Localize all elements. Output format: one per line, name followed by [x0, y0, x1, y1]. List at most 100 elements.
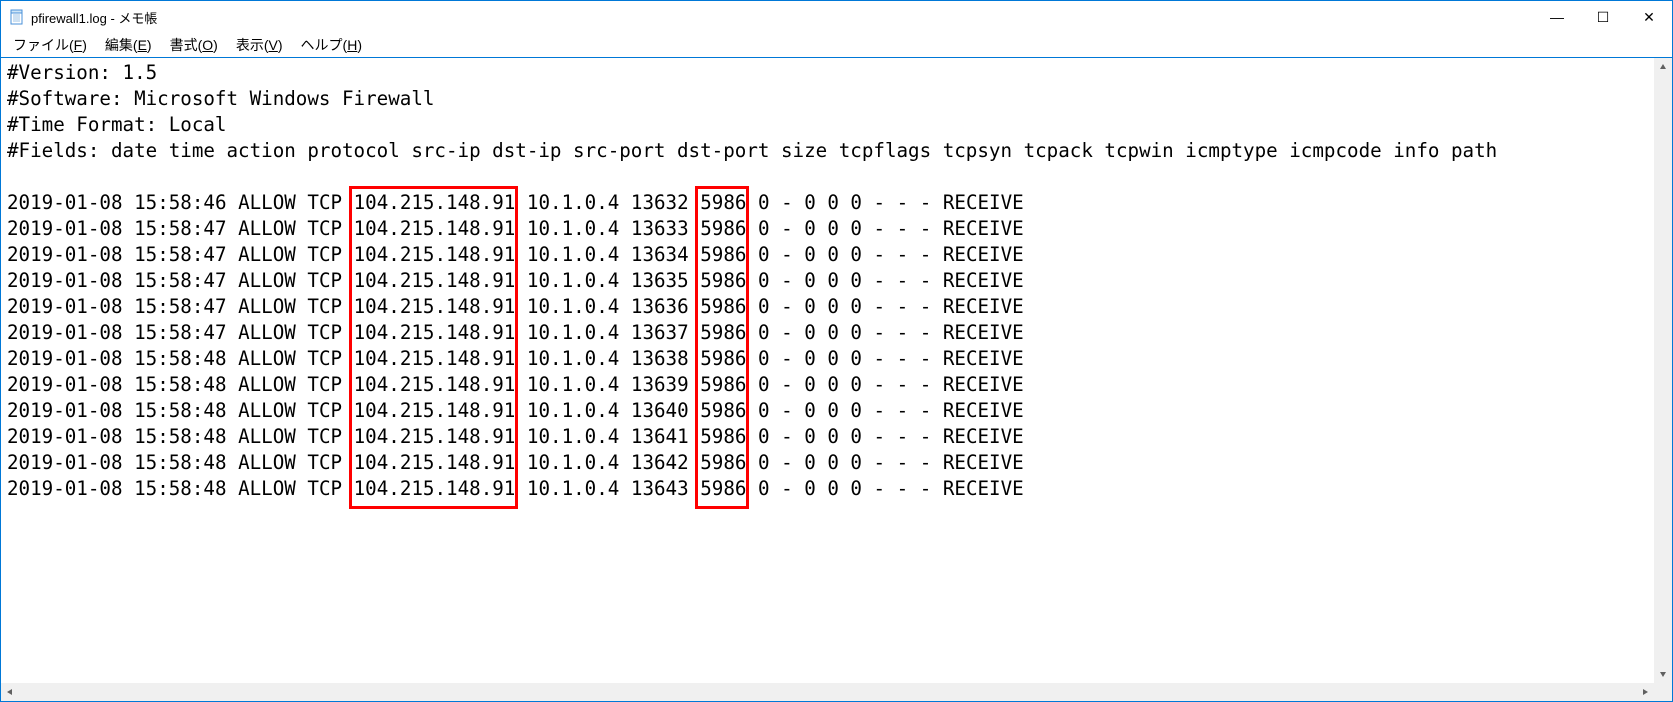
col-src-ip: 104.215.148.91	[354, 425, 516, 448]
col-src-port: 13636	[631, 295, 689, 318]
col-rest: 0 - 0 0 0 - - - RECEIVE	[758, 347, 1024, 370]
vertical-scroll-track[interactable]	[1654, 76, 1672, 665]
log-row: 2019-01-08 15:58:48 ALLOW TCP 104.215.14…	[7, 476, 1648, 502]
scrollbar-corner	[1654, 683, 1672, 701]
col-time: 15:58:47	[134, 321, 226, 344]
col-dst-port: 5986	[700, 217, 746, 240]
col-rest: 0 - 0 0 0 - - - RECEIVE	[758, 217, 1024, 240]
col-time: 15:58:48	[134, 477, 226, 500]
col-dst-ip: 10.1.0.4	[527, 373, 619, 396]
close-button[interactable]: ✕	[1626, 1, 1672, 33]
col-date: 2019-01-08	[7, 425, 123, 448]
col-time: 15:58:47	[134, 295, 226, 318]
menu-accel: F	[74, 37, 83, 53]
col-dst-port: 5986	[700, 399, 746, 422]
col-src-ip: 104.215.148.91	[354, 347, 516, 370]
col-src-ip: 104.215.148.91	[354, 243, 516, 266]
col-date: 2019-01-08	[7, 217, 123, 240]
minimize-button[interactable]: —	[1534, 1, 1580, 33]
col-dst-port: 5986	[700, 451, 746, 474]
text-editor[interactable]: #Version: 1.5#Software: Microsoft Window…	[1, 58, 1654, 683]
menu-label-pre: ファイル(	[13, 37, 74, 53]
vertical-scrollbar[interactable]	[1654, 58, 1672, 683]
log-row: 2019-01-08 15:58:47 ALLOW TCP 104.215.14…	[7, 268, 1648, 294]
log-row: 2019-01-08 15:58:47 ALLOW TCP 104.215.14…	[7, 294, 1648, 320]
col-src-port: 13641	[631, 425, 689, 448]
menu-accel: O	[202, 37, 213, 53]
col-time: 15:58:48	[134, 347, 226, 370]
menu-label-post: )	[147, 37, 152, 53]
header-line: #Version: 1.5	[7, 60, 1648, 86]
close-icon: ✕	[1643, 9, 1655, 26]
scroll-up-button[interactable]	[1654, 58, 1672, 76]
menu-item-3[interactable]: 表示(V)	[228, 33, 291, 57]
col-dst-port: 5986	[700, 295, 746, 318]
col-src-ip: 104.215.148.91	[354, 321, 516, 344]
col-time: 15:58:47	[134, 243, 226, 266]
col-rest: 0 - 0 0 0 - - - RECEIVE	[758, 399, 1024, 422]
titlebar[interactable]: pfirewall1.log - メモ帳 — ☐ ✕	[1, 1, 1672, 33]
horizontal-scroll-track[interactable]	[19, 683, 1636, 701]
col-dst-port: 5986	[700, 347, 746, 370]
col-dst-port: 5986	[700, 321, 746, 344]
minimize-icon: —	[1550, 9, 1564, 25]
scroll-left-button[interactable]	[1, 683, 19, 701]
menu-accel: E	[138, 37, 147, 53]
col-dst-port: 5986	[700, 243, 746, 266]
col-rest: 0 - 0 0 0 - - - RECEIVE	[758, 269, 1024, 292]
col-date: 2019-01-08	[7, 451, 123, 474]
menu-item-4[interactable]: ヘルプ(H)	[293, 33, 370, 57]
col-dst-port: 5986	[700, 373, 746, 396]
horizontal-scrollbar[interactable]	[1, 683, 1654, 701]
col-time: 15:58:48	[134, 399, 226, 422]
col-src-port: 13642	[631, 451, 689, 474]
menu-label-post: )	[357, 37, 362, 53]
col-rest: 0 - 0 0 0 - - - RECEIVE	[758, 425, 1024, 448]
log-row: 2019-01-08 15:58:47 ALLOW TCP 104.215.14…	[7, 242, 1648, 268]
col-src-port: 13633	[631, 217, 689, 240]
col-dst-ip: 10.1.0.4	[527, 191, 619, 214]
col-date: 2019-01-08	[7, 477, 123, 500]
col-dst-port: 5986	[700, 191, 746, 214]
scroll-down-button[interactable]	[1654, 665, 1672, 683]
col-protocol: TCP	[307, 425, 342, 448]
col-date: 2019-01-08	[7, 243, 123, 266]
menu-accel: V	[269, 37, 278, 53]
col-dst-ip: 10.1.0.4	[527, 399, 619, 422]
col-src-ip: 104.215.148.91	[354, 451, 516, 474]
col-src-ip: 104.215.148.91	[354, 295, 516, 318]
col-dst-ip: 10.1.0.4	[527, 321, 619, 344]
notepad-window: pfirewall1.log - メモ帳 — ☐ ✕ ファイル(F)編集(E)書…	[0, 0, 1673, 702]
col-dst-ip: 10.1.0.4	[527, 477, 619, 500]
col-src-port: 13640	[631, 399, 689, 422]
scroll-right-button[interactable]	[1636, 683, 1654, 701]
log-row: 2019-01-08 15:58:47 ALLOW TCP 104.215.14…	[7, 320, 1648, 346]
col-protocol: TCP	[307, 295, 342, 318]
col-dst-ip: 10.1.0.4	[527, 347, 619, 370]
col-action: ALLOW	[238, 217, 296, 240]
col-action: ALLOW	[238, 269, 296, 292]
menu-label-pre: ヘルプ(	[301, 37, 348, 53]
col-date: 2019-01-08	[7, 191, 123, 214]
col-dst-port: 5986	[700, 269, 746, 292]
col-src-ip: 104.215.148.91	[354, 269, 516, 292]
log-row: 2019-01-08 15:58:48 ALLOW TCP 104.215.14…	[7, 424, 1648, 450]
col-date: 2019-01-08	[7, 321, 123, 344]
col-action: ALLOW	[238, 373, 296, 396]
header-line: #Time Format: Local	[7, 112, 1648, 138]
menu-item-1[interactable]: 編集(E)	[97, 33, 160, 57]
col-time: 15:58:48	[134, 425, 226, 448]
col-action: ALLOW	[238, 295, 296, 318]
header-line: #Fields: date time action protocol src-i…	[7, 138, 1648, 164]
col-protocol: TCP	[307, 373, 342, 396]
col-time: 15:58:47	[134, 217, 226, 240]
col-dst-ip: 10.1.0.4	[527, 425, 619, 448]
menu-item-0[interactable]: ファイル(F)	[5, 33, 95, 57]
menu-item-2[interactable]: 書式(O)	[162, 33, 226, 57]
col-rest: 0 - 0 0 0 - - - RECEIVE	[758, 191, 1024, 214]
maximize-button[interactable]: ☐	[1580, 1, 1626, 33]
log-row: 2019-01-08 15:58:48 ALLOW TCP 104.215.14…	[7, 450, 1648, 476]
col-rest: 0 - 0 0 0 - - - RECEIVE	[758, 451, 1024, 474]
col-protocol: TCP	[307, 191, 342, 214]
col-protocol: TCP	[307, 399, 342, 422]
